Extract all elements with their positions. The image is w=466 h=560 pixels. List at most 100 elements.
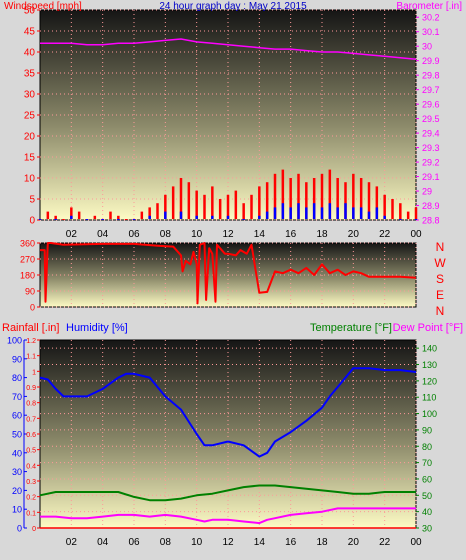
rain-ytick-label: 0.8 bbox=[26, 401, 36, 408]
rht-xtick-label: 04 bbox=[97, 537, 109, 548]
wind-ytick-label: 45 bbox=[24, 27, 36, 38]
baro-ytick-label: 30 bbox=[422, 42, 432, 52]
humidity-ytick-label: 10 bbox=[12, 505, 22, 515]
temp-ytick-label: 140 bbox=[422, 344, 437, 354]
rht-xtick-label: 02 bbox=[66, 537, 78, 548]
wind-ytick-label: 10 bbox=[24, 174, 36, 185]
temp-ytick-label: 60 bbox=[422, 474, 432, 484]
wind-baro-xtick-label: 00 bbox=[410, 229, 422, 240]
wind-ytick-label: 20 bbox=[24, 132, 36, 143]
temp-ytick-label: 130 bbox=[422, 360, 437, 370]
baro-ytick-label: 29.1 bbox=[422, 172, 440, 182]
rainfall-axis-title: Rainfall [.in] bbox=[2, 322, 59, 334]
temp-ytick-label: 50 bbox=[422, 491, 432, 501]
wind-ytick-label: 15 bbox=[24, 153, 36, 164]
rht-xtick-label: 08 bbox=[160, 537, 172, 548]
rht-xtick-label: 12 bbox=[222, 537, 234, 548]
humidity-ytick-label: 50 bbox=[12, 430, 22, 440]
wind-ytick-label: 50 bbox=[24, 6, 36, 17]
compass-label: N bbox=[436, 240, 445, 254]
rht-xtick-label: 14 bbox=[254, 537, 266, 548]
rain-ytick-label: 0.9 bbox=[26, 385, 36, 392]
rht-xtick-label: 16 bbox=[285, 537, 297, 548]
compass-label: S bbox=[436, 272, 444, 286]
humidity-ytick-label: 70 bbox=[12, 392, 22, 402]
wind-ytick-label: 30 bbox=[24, 90, 36, 101]
wind-baro-title: 24 hour graph day : May 21 2015 bbox=[159, 1, 307, 12]
temp-ytick-label: 90 bbox=[422, 425, 432, 435]
temperature-line bbox=[39, 484, 416, 502]
wind-baro-xtick-label: 18 bbox=[316, 229, 328, 240]
baro-ytick-label: 29.4 bbox=[422, 129, 440, 139]
rain-ytick-label: 0.6 bbox=[26, 432, 36, 439]
baro-ytick-label: 29.3 bbox=[422, 143, 440, 153]
baro-ytick-label: 29.7 bbox=[422, 85, 440, 95]
wind-baro-xtick-label: 16 bbox=[285, 229, 297, 240]
wind-baro-xtick-label: 02 bbox=[66, 229, 78, 240]
direction-ytick-label: 180 bbox=[20, 271, 35, 281]
rain-ytick-label: 1 bbox=[32, 369, 36, 376]
rain-ytick-label: 1.2 bbox=[26, 338, 36, 345]
temp-ytick-label: 100 bbox=[422, 409, 437, 419]
rain-ytick-label: 0.2 bbox=[26, 495, 36, 502]
temp-ytick-label: 40 bbox=[422, 507, 432, 517]
wind-ytick-label: 35 bbox=[24, 69, 36, 80]
rht-xtick-label: 00 bbox=[410, 537, 422, 548]
humidity-ytick-label: 90 bbox=[12, 354, 22, 364]
temp-ytick-label: 80 bbox=[422, 442, 432, 452]
baro-ytick-label: 29.8 bbox=[422, 71, 440, 81]
wind-ytick-label: 40 bbox=[24, 48, 36, 59]
compass-label: N bbox=[436, 304, 445, 318]
rain-ytick-label: 0 bbox=[32, 526, 36, 533]
wind-axis-title: Windspeed [mph] bbox=[4, 1, 82, 12]
rht-xtick-label: 18 bbox=[316, 537, 328, 548]
wind-baro-xtick-label: 06 bbox=[128, 229, 140, 240]
direction-ytick-label: 270 bbox=[20, 255, 35, 265]
humidity-axis-title: Humidity [%] bbox=[66, 322, 128, 334]
rain-ytick-label: 0.1 bbox=[26, 510, 36, 517]
wind-baro-xtick-label: 12 bbox=[222, 229, 234, 240]
wind-direction-line bbox=[40, 242, 417, 305]
baro-ytick-label: 29 bbox=[422, 187, 432, 197]
humidity-ytick-label: 60 bbox=[12, 411, 22, 421]
wind-baro-xtick-label: 04 bbox=[97, 229, 109, 240]
wind-baro-xtick-label: 10 bbox=[191, 229, 203, 240]
rain-ytick-label: 0.7 bbox=[26, 416, 36, 423]
baro-ytick-label: 29.9 bbox=[422, 56, 440, 66]
dewpoint-line bbox=[40, 507, 416, 525]
temp-ytick-label: 120 bbox=[422, 376, 437, 386]
baro-ytick-label: 29.6 bbox=[422, 100, 440, 110]
rht-xtick-label: 06 bbox=[128, 537, 140, 548]
wind-baro-xtick-label: 08 bbox=[160, 229, 172, 240]
dewpoint-axis-title: Dew Point [°F] bbox=[393, 322, 463, 334]
temperature-axis-title: Temperature [°F] bbox=[310, 322, 392, 334]
humidity-ytick-label: 100 bbox=[7, 336, 22, 346]
humidity-ytick-label: 40 bbox=[12, 448, 22, 458]
rain-ytick-label: 1.1 bbox=[26, 354, 36, 361]
wind-ytick-label: 5 bbox=[29, 195, 35, 206]
wind-baro-xtick-label: 22 bbox=[379, 229, 391, 240]
humidity-line bbox=[39, 367, 417, 458]
compass-label: E bbox=[436, 288, 444, 302]
humidity-ytick-label: 30 bbox=[12, 467, 22, 477]
baro-ytick-label: 28.8 bbox=[422, 216, 440, 226]
rain-ytick-label: 0.4 bbox=[26, 463, 36, 470]
wind-ytick-label: 0 bbox=[29, 216, 35, 227]
compass-label: W bbox=[434, 256, 446, 270]
baro-ytick-label: 28.9 bbox=[422, 201, 440, 211]
baro-ytick-label: 30.2 bbox=[422, 13, 440, 23]
barometer-line bbox=[40, 38, 417, 60]
temp-ytick-label: 110 bbox=[422, 393, 436, 403]
baro-ytick-label: 29.2 bbox=[422, 158, 440, 168]
temp-ytick-label: 70 bbox=[422, 458, 432, 468]
wind-baro-xtick-label: 14 bbox=[254, 229, 266, 240]
rain-ytick-label: 0.5 bbox=[26, 448, 36, 455]
rht-xtick-label: 20 bbox=[348, 537, 360, 548]
humidity-ytick-label: 20 bbox=[12, 486, 22, 496]
wind-baro-xtick-label: 20 bbox=[348, 229, 360, 240]
humidity-ytick-label: 0 bbox=[17, 524, 22, 534]
baro-ytick-label: 29.5 bbox=[422, 114, 440, 124]
humidity-ytick-label: 80 bbox=[12, 373, 22, 383]
